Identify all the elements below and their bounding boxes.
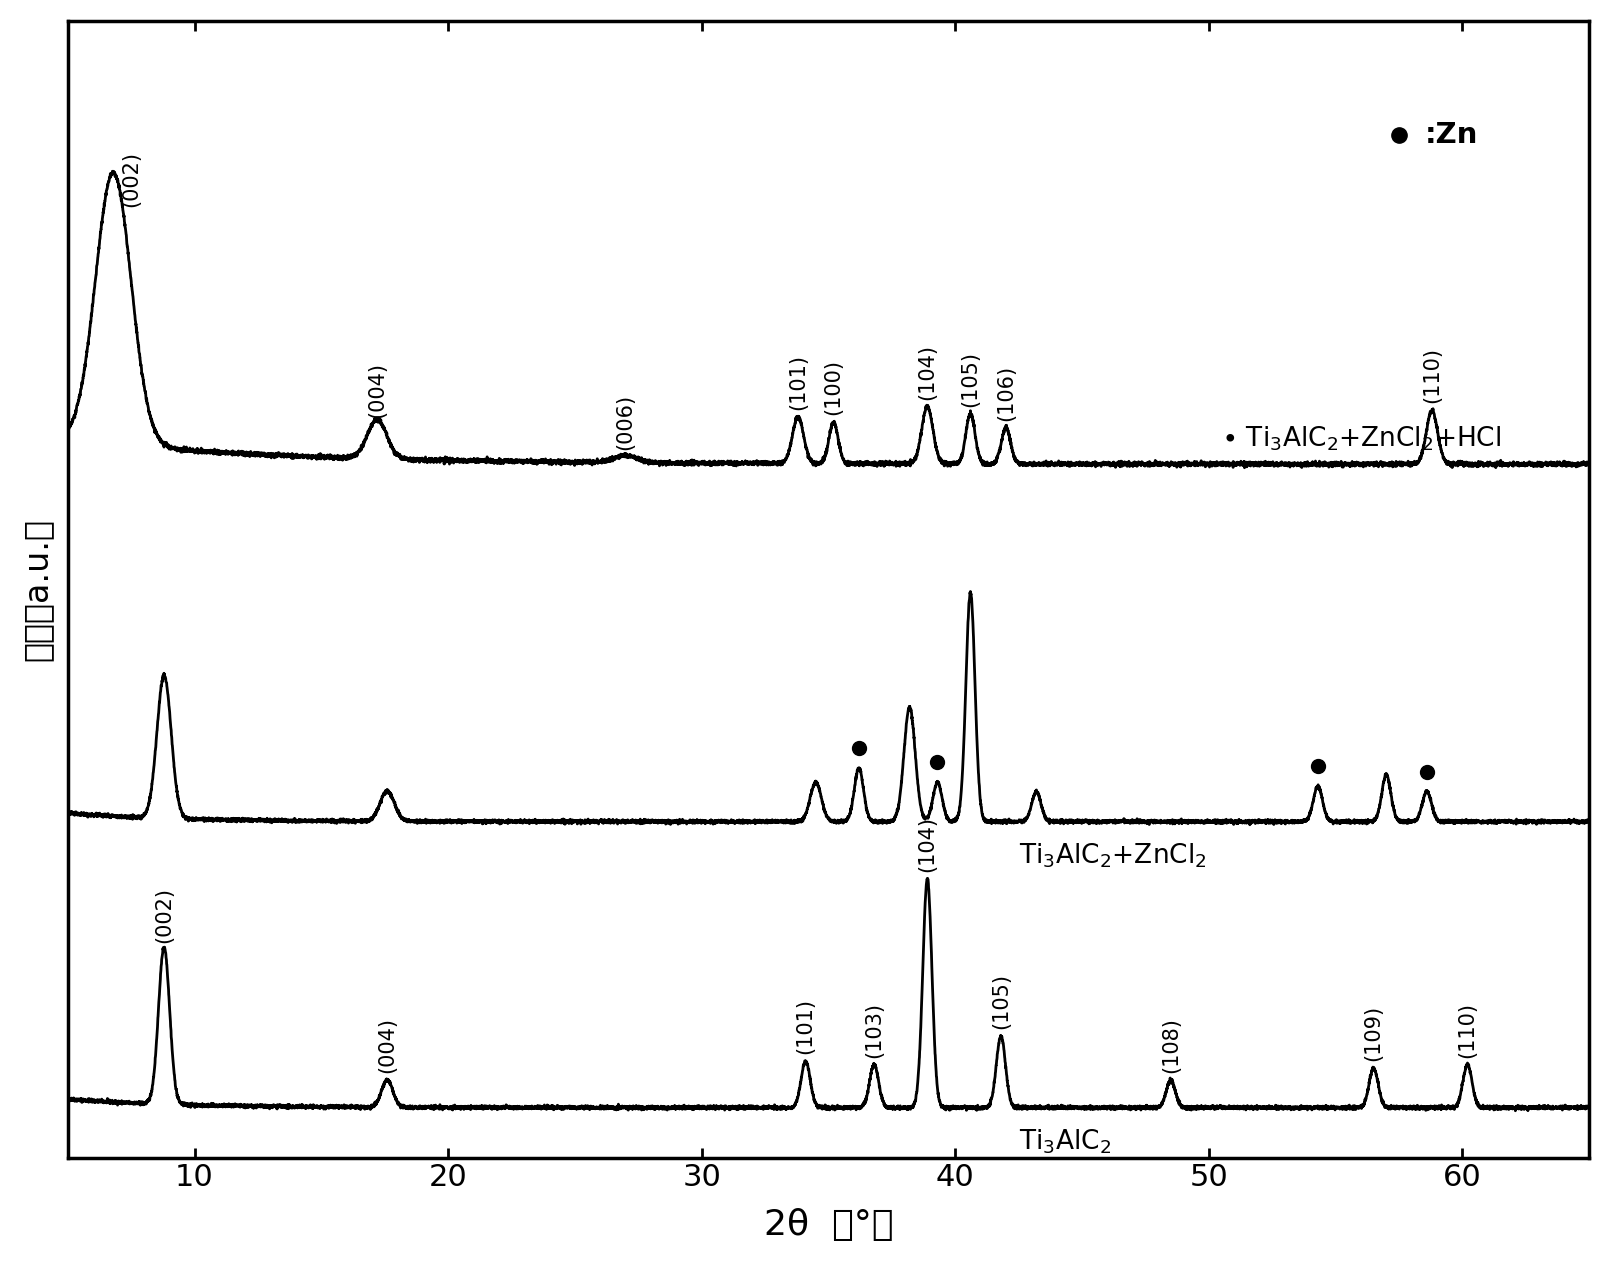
Text: (105): (105): [961, 351, 980, 407]
Text: :Zn: :Zn: [1425, 121, 1478, 149]
Text: (103): (103): [865, 1002, 884, 1057]
Text: (006): (006): [615, 394, 636, 450]
Text: (110): (110): [1457, 1002, 1478, 1057]
Text: (101): (101): [787, 355, 808, 410]
Text: (104): (104): [918, 344, 937, 400]
X-axis label: 2θ  （°）: 2θ （°）: [763, 1209, 894, 1243]
Text: (004): (004): [367, 361, 386, 418]
Text: (104): (104): [918, 816, 937, 871]
Y-axis label: 强度（a.u.）: 强度（a.u.）: [21, 518, 53, 661]
Text: (110): (110): [1422, 347, 1443, 403]
Text: (002): (002): [155, 887, 174, 943]
Text: Ti$_3$AlC$_2$+ZnCl$_2$: Ti$_3$AlC$_2$+ZnCl$_2$: [1019, 841, 1206, 870]
Text: $\bullet$ Ti$_3$AlC$_2$+ZnCl$_2$+HCl: $\bullet$ Ti$_3$AlC$_2$+ZnCl$_2$+HCl: [1222, 424, 1502, 453]
Text: (106): (106): [997, 365, 1016, 422]
Text: Ti$_3$AlC$_2$: Ti$_3$AlC$_2$: [1019, 1128, 1111, 1156]
Text: (002): (002): [121, 150, 142, 207]
Text: (004): (004): [377, 1017, 398, 1074]
Text: (100): (100): [824, 360, 844, 416]
Text: (108): (108): [1161, 1018, 1180, 1074]
Text: (105): (105): [990, 973, 1011, 1029]
Text: (109): (109): [1364, 1005, 1383, 1061]
Text: (101): (101): [795, 998, 816, 1053]
